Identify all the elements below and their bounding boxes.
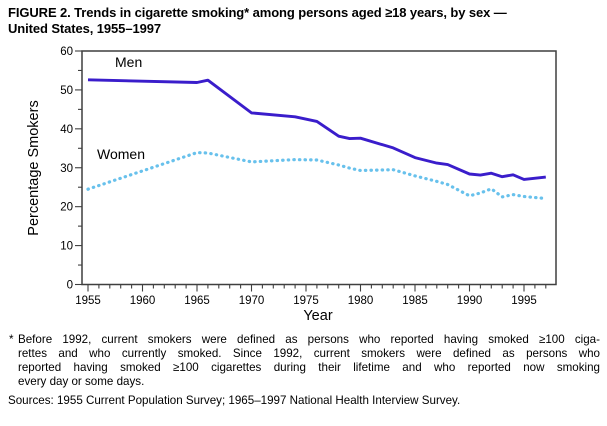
figure-title-line2: United States, 1955–1997	[8, 20, 161, 36]
x-tick-label: 1960	[130, 295, 156, 307]
footnote-line: Before 1992, current smokers were define…	[18, 333, 600, 346]
women-series-label: Women	[97, 146, 145, 162]
y-tick-label: 10	[60, 241, 73, 253]
footnote-asterisk: *	[9, 333, 14, 346]
y-tick-label: 20	[60, 202, 73, 214]
x-tick-label: 1975	[293, 295, 319, 307]
men-series-label: Men	[115, 54, 142, 70]
x-tick-label: 1970	[239, 295, 265, 307]
x-tick-label: 1995	[511, 295, 537, 307]
x-tick-label: 1980	[348, 295, 374, 307]
y-tick-label: 50	[60, 85, 73, 97]
x-tick-label: 1990	[457, 295, 483, 307]
footnote-line: reported having smoked ≥100 cigarettes d…	[18, 361, 600, 374]
women-series-line	[86, 151, 548, 201]
y-axis-title: Percentage Smokers	[26, 100, 42, 235]
y-tick-label: 40	[60, 124, 73, 136]
smoking-trends-chart: 1955 1960 1965 1970 1975 1980 1985 1990 1995 0 10 2…	[26, 46, 557, 324]
x-tick-label: 1955	[75, 295, 101, 307]
footnote-line: every day or some days.	[18, 375, 145, 388]
x-axis-title: Year	[303, 308, 332, 324]
sources-line: Sources: 1955 Current Population Survey;…	[8, 394, 461, 407]
footnote: * Before 1992, current smokers were defi…	[8, 333, 600, 389]
figure-title: FIGURE 2. Trends in cigarette smoking* a…	[8, 5, 600, 36]
x-tick-label: 1985	[402, 295, 428, 307]
figure-title-line1: FIGURE 2. Trends in cigarette smoking* a…	[8, 5, 507, 20]
y-tick-label: 60	[60, 46, 73, 58]
x-tick-label: 1965	[184, 295, 210, 307]
men-series-line	[87, 78, 546, 181]
y-tick-label: 0	[67, 280, 73, 292]
y-tick-label: 30	[60, 163, 73, 175]
footnote-line: rettes and who currently smoked. Since 1…	[18, 347, 600, 360]
